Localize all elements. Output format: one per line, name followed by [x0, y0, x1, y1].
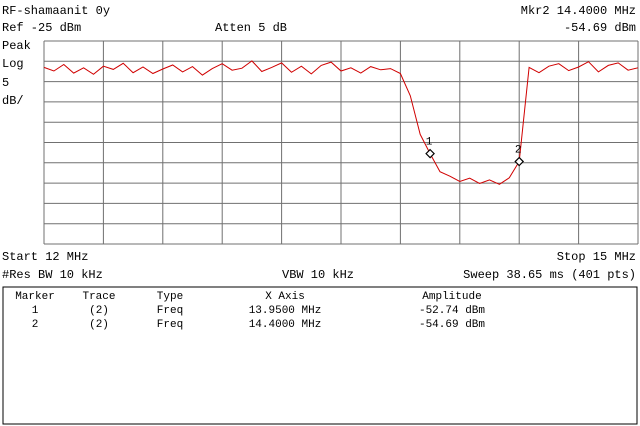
table-cell: 2 [32, 319, 39, 331]
marker-diamond [425, 148, 435, 159]
table-header: Amplitude [422, 291, 481, 303]
table-cell: -54.69 dBm [419, 319, 485, 331]
scale-type: Log [2, 57, 24, 71]
table-cell: (2) [89, 305, 109, 317]
table-cell: Freq [157, 319, 183, 331]
marker-frequency: Mkr2 14.4000 MHz [521, 4, 636, 18]
scale-value: 5 [2, 76, 9, 90]
attenuation: Atten 5 dB [215, 21, 287, 35]
marker-diamond [514, 156, 525, 167]
start-frequency: Start 12 MHz [2, 250, 88, 264]
table-header: X Axis [265, 291, 305, 303]
reference-level: Ref -25 dBm [2, 21, 81, 35]
scale-unit: dB/ [2, 94, 24, 108]
title: RF-shamaanit 0y [2, 4, 110, 18]
marker-amplitude: -54.69 dBm [564, 21, 636, 35]
table-cell: 1 [32, 305, 39, 317]
detector: Peak [2, 39, 31, 53]
marker-table-box [2, 286, 638, 425]
table-cell: 13.9500 MHz [249, 305, 322, 317]
table-header: Trace [82, 291, 115, 303]
video-bandwidth: VBW 10 kHz [282, 268, 354, 282]
table-cell: (2) [89, 319, 109, 331]
marker-label: 2 [515, 144, 522, 156]
marker-label: 1 [426, 137, 433, 149]
table-cell: -52.74 dBm [419, 305, 485, 317]
table-header: Type [157, 291, 183, 303]
sweep-time: Sweep 38.65 ms (401 pts) [463, 268, 636, 282]
table-cell: Freq [157, 305, 183, 317]
table-cell: 14.4000 MHz [249, 319, 322, 331]
table-header: Marker [15, 291, 55, 303]
resolution-bandwidth: #Res BW 10 kHz [2, 268, 103, 282]
trace [43, 60, 639, 185]
stop-frequency: Stop 15 MHz [557, 250, 636, 264]
